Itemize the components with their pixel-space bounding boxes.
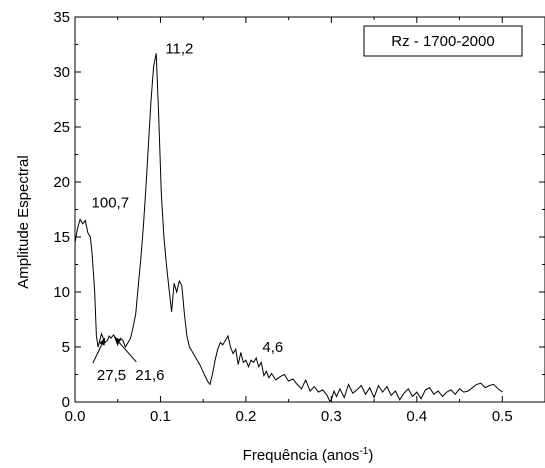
y-tick-label-2: 10 [53,284,70,301]
legend-label: Rz - 1700-2000 [391,33,494,50]
y-axis-title: Amplitude Espectral [15,155,32,288]
x-tick-label-5: 0.5 [492,408,513,425]
annotation-0: 100,7 [92,194,130,211]
annotation-1: 11,2 [165,40,193,57]
y-tick-label-0: 0 [62,394,70,411]
x-tick-label-0: 0.0 [65,408,86,425]
legend: Rz - 1700-2000 [363,25,523,57]
x-axis-title-main: Frequência (anos [243,447,360,464]
x-tick-label-3: 0.3 [321,408,342,425]
y-tick-label-7: 35 [53,9,70,26]
x-tick-label-1: 0.1 [150,408,171,425]
y-tick-label-5: 25 [53,119,70,136]
annotation-arrow-head-4 [114,336,122,345]
axis-ticks [74,16,545,403]
tick-labels: 0.0 0.1 0.2 0.3 0.4 0.5 0 5 10 15 20 25 30 35 [53,9,512,425]
annotations: 100,7 11,2 4,6 27,5 21,6 [92,40,284,384]
annotation-3: 27,5 [97,367,126,384]
x-tick-label-2: 0.2 [235,408,256,425]
annotation-4: 21,6 [135,367,164,384]
x-axis-title: Frequência (anos-1) [243,446,374,464]
annotation-arrow-head-3 [99,338,105,346]
x-axis-title-sup: -1 [359,446,368,457]
y-tick-label-4: 20 [53,174,70,191]
x-axis-title-close: ) [368,447,373,464]
y-tick-label-1: 5 [62,339,70,356]
y-tick-label-3: 15 [53,229,70,246]
plot-frame [74,16,545,403]
y-tick-label-6: 30 [53,64,70,81]
x-tick-label-4: 0.4 [406,408,427,425]
legend-box [363,25,523,57]
series-line [74,53,503,402]
annotation-arrows [92,336,137,364]
annotation-2: 4,6 [262,339,283,356]
